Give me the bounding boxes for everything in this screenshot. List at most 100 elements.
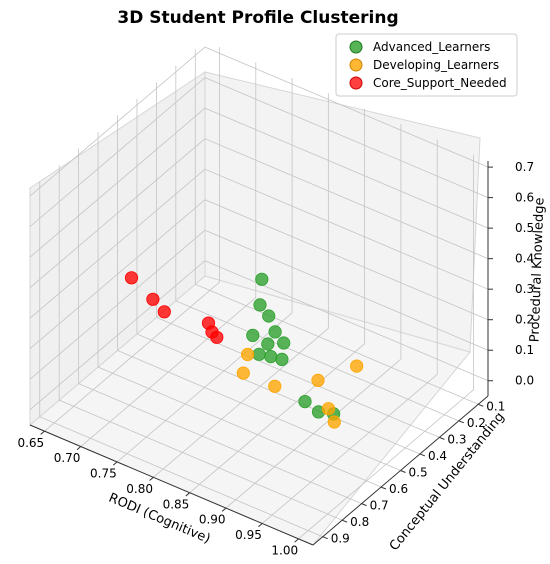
y-gridline [117, 115, 401, 471]
y-gridline [194, 49, 479, 405]
y-tick-label: 0.6 [389, 482, 408, 496]
data-point-advanced-learners [246, 328, 260, 342]
legend-marker-core [349, 76, 363, 90]
z-gridline [29, 77, 489, 227]
z-tick-label: 0.0 [515, 374, 534, 388]
x-tick-mark [40, 430, 45, 435]
legend-label-advanced: Advanced_Learners [373, 40, 490, 54]
grid-lines [29, 46, 489, 540]
y-tick-label: 0.9 [331, 532, 350, 546]
legend-label-developing: Developing_Learners [373, 58, 499, 72]
y-tick-mark [419, 453, 426, 457]
data-point-developing-learners [268, 379, 282, 393]
x-gridline [116, 77, 293, 463]
data-point-advanced-learners [277, 336, 291, 350]
z-tick-label: 0.2 [515, 313, 534, 327]
x-gridline [80, 62, 257, 447]
x-tick-label: 0.95 [235, 528, 262, 542]
data-point-advanced-learners [264, 349, 278, 364]
x-tick-mark [149, 476, 154, 481]
x-gridline [225, 124, 402, 509]
x-tick-mark [294, 538, 299, 543]
y-gridline [78, 148, 362, 504]
chart-title: 3D Student Profile Clustering [117, 8, 398, 28]
y-tick-mark [322, 536, 328, 540]
z-tick-label: 0.4 [515, 252, 534, 266]
y-tick-label: 0.7 [370, 499, 389, 513]
legend-marker-developing [349, 58, 363, 72]
y-tick-label: 0.8 [350, 515, 369, 529]
y-tick-mark [478, 403, 484, 407]
z-gridline [29, 229, 489, 380]
x-tick-label: 0.70 [54, 451, 81, 465]
x-tick-mark [112, 461, 118, 466]
x-tick-label: 0.80 [126, 482, 153, 496]
data-point-advanced-learners [275, 352, 289, 366]
y-tick-mark [380, 486, 387, 490]
x-tick-label: 0.85 [163, 497, 190, 511]
x-tick-label: 0.65 [17, 436, 44, 450]
data-point-advanced-learners [255, 272, 269, 286]
y-tick-mark [439, 436, 445, 440]
data-point-developing-learners [241, 347, 255, 362]
x-tick-mark [258, 523, 263, 528]
z-tick-label: 0.3 [515, 282, 534, 296]
data-point-advanced-learners [262, 309, 276, 323]
y-gridline [39, 181, 323, 538]
x-tick-mark [76, 446, 82, 451]
z-gridline [29, 46, 489, 197]
x-gridline [44, 47, 220, 432]
x-gridline [261, 139, 438, 524]
tick-labels: 0.650.700.750.800.850.900.951.000.10.20.… [17, 160, 534, 557]
data-point-core-support-needed [205, 325, 219, 339]
data-point-advanced-learners [261, 337, 275, 351]
data-point-advanced-learners [268, 325, 282, 339]
data-point-core-support-needed [146, 292, 160, 306]
x-tick-label: 0.90 [199, 513, 226, 527]
z-axis-label: Procedural Knowledge [527, 197, 547, 342]
x-tick-mark [185, 492, 190, 497]
x-gridline [153, 93, 329, 478]
z-gridline [29, 199, 489, 350]
data-points [124, 271, 364, 429]
y-gridline [58, 165, 343, 521]
x-axis-line [29, 424, 314, 546]
data-point-advanced-learners [253, 298, 267, 312]
x-gridline [298, 154, 474, 540]
y-gridline [155, 82, 440, 438]
legend-box [335, 33, 518, 97]
x-tick-label: 0.75 [90, 467, 117, 481]
data-point-advanced-learners [252, 347, 266, 361]
z-tick-label: 0.5 [515, 221, 534, 235]
z-tick-label: 0.1 [515, 343, 534, 357]
data-point-developing-learners [321, 402, 336, 416]
data-point-core-support-needed [157, 305, 171, 319]
data-point-advanced-learners [298, 394, 312, 409]
z-gridline [29, 138, 489, 288]
z-tick-label: 0.7 [515, 160, 534, 174]
z-gridline [29, 168, 489, 319]
legend-label-core: Core_Support_Needed [373, 76, 507, 90]
y-tick-mark [400, 470, 406, 473]
z-gridline [29, 260, 489, 411]
y-tick-label: 0.2 [467, 416, 486, 430]
y-tick-label: 0.4 [428, 449, 447, 463]
y-tick-mark [361, 503, 367, 507]
data-point-developing-learners [327, 415, 341, 429]
y-tick-label: 0.5 [409, 466, 428, 480]
legend-marker-advanced [349, 40, 363, 54]
x-gridline [189, 108, 366, 493]
y-tick-mark [458, 420, 465, 424]
data-point-core-support-needed [124, 271, 139, 285]
legend: Advanced_Learners Developing_Learners Co… [335, 33, 518, 97]
z-tick-label: 0.6 [515, 191, 534, 205]
y-gridline [97, 132, 382, 488]
data-point-developing-learners [350, 359, 364, 373]
data-point-developing-learners [236, 366, 250, 380]
y-tick-mark [341, 519, 348, 523]
x-tick-mark [221, 507, 227, 512]
y-tick-label: 0.3 [447, 432, 466, 446]
x-axis-label: RODI (Cognitive) [106, 491, 212, 547]
data-point-developing-learners [311, 373, 325, 387]
